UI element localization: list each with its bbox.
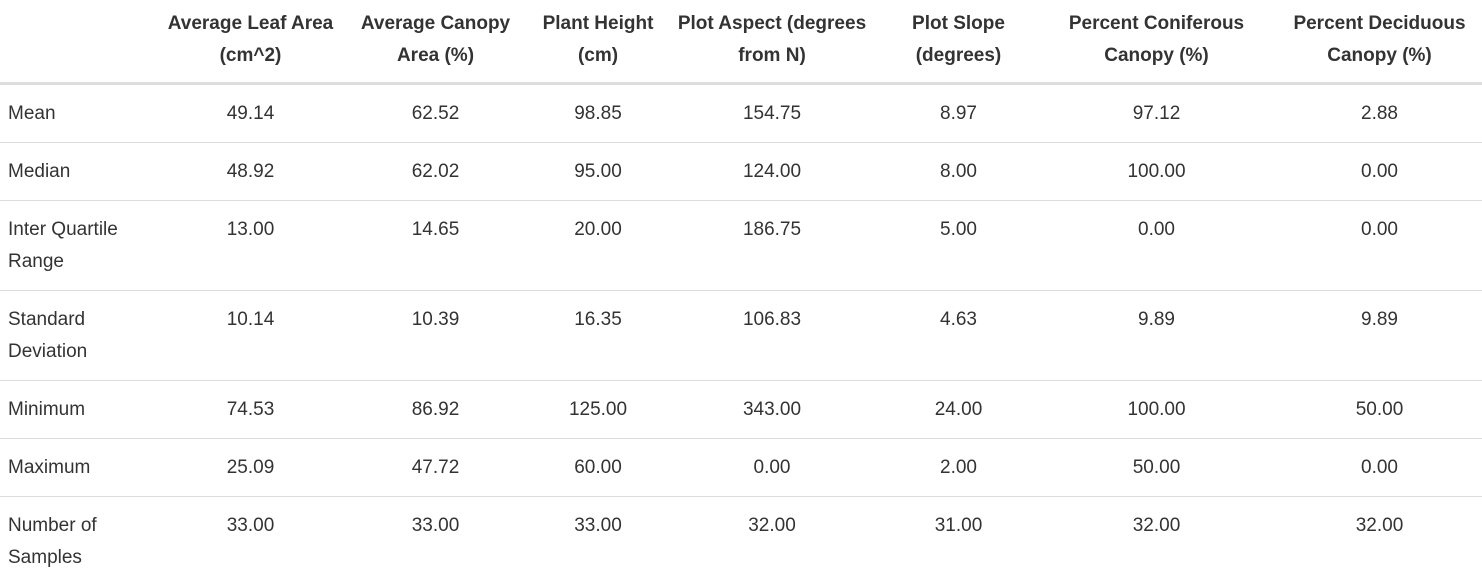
- header-corner: [0, 0, 163, 84]
- header-row: Average Leaf Area (cm^2) Average Canopy …: [0, 0, 1482, 84]
- table-cell: 50.00: [1036, 439, 1277, 497]
- table-cell: 100.00: [1036, 143, 1277, 201]
- table-cell: 31.00: [881, 497, 1036, 586]
- table-cell: 48.92: [163, 143, 338, 201]
- table-cell: 124.00: [663, 143, 881, 201]
- table-cell: 0.00: [1036, 201, 1277, 291]
- table-cell: 0.00: [1277, 143, 1482, 201]
- table-cell: 106.83: [663, 291, 881, 381]
- table-cell: 100.00: [1036, 381, 1277, 439]
- table-cell: 10.14: [163, 291, 338, 381]
- row-label: Minimum: [0, 381, 163, 439]
- table-cell: 14.65: [338, 201, 533, 291]
- table-cell: 33.00: [163, 497, 338, 586]
- table-row: Inter Quartile Range 13.00 14.65 20.00 1…: [0, 201, 1482, 291]
- table-cell: 5.00: [881, 201, 1036, 291]
- table-cell: 0.00: [1277, 439, 1482, 497]
- header-average-canopy-area: Average Canopy Area (%): [338, 0, 533, 84]
- table-cell: 49.14: [163, 84, 338, 143]
- row-label: Mean: [0, 84, 163, 143]
- table-cell: 62.52: [338, 84, 533, 143]
- header-average-leaf-area: Average Leaf Area (cm^2): [163, 0, 338, 84]
- header-percent-deciduous-canopy: Percent Deciduous Canopy (%): [1277, 0, 1482, 84]
- table-cell: 154.75: [663, 84, 881, 143]
- table-cell: 13.00: [163, 201, 338, 291]
- header-plant-height: Plant Height (cm): [533, 0, 663, 84]
- table-cell: 86.92: [338, 381, 533, 439]
- row-label: Median: [0, 143, 163, 201]
- table-cell: 9.89: [1277, 291, 1482, 381]
- table-cell: 98.85: [533, 84, 663, 143]
- table-cell: 2.00: [881, 439, 1036, 497]
- table-cell: 32.00: [663, 497, 881, 586]
- table-cell: 10.39: [338, 291, 533, 381]
- table-cell: 74.53: [163, 381, 338, 439]
- table-cell: 2.88: [1277, 84, 1482, 143]
- table-cell: 8.00: [881, 143, 1036, 201]
- table-cell: 0.00: [1277, 201, 1482, 291]
- table-cell: 95.00: [533, 143, 663, 201]
- table-cell: 62.02: [338, 143, 533, 201]
- table-cell: 186.75: [663, 201, 881, 291]
- table-cell: 343.00: [663, 381, 881, 439]
- table-header: Average Leaf Area (cm^2) Average Canopy …: [0, 0, 1482, 84]
- table-row: Number of Samples 33.00 33.00 33.00 32.0…: [0, 497, 1482, 586]
- table-cell: 50.00: [1277, 381, 1482, 439]
- table-body: Mean 49.14 62.52 98.85 154.75 8.97 97.12…: [0, 84, 1482, 586]
- table-cell: 16.35: [533, 291, 663, 381]
- table-cell: 8.97: [881, 84, 1036, 143]
- table-cell: 0.00: [663, 439, 881, 497]
- table-cell: 33.00: [338, 497, 533, 586]
- row-label: Inter Quartile Range: [0, 201, 163, 291]
- header-percent-coniferous-canopy: Percent Coniferous Canopy (%): [1036, 0, 1277, 84]
- table-cell: 9.89: [1036, 291, 1277, 381]
- row-label: Maximum: [0, 439, 163, 497]
- table-cell: 4.63: [881, 291, 1036, 381]
- header-plot-slope: Plot Slope (degrees): [881, 0, 1036, 84]
- table-row: Maximum 25.09 47.72 60.00 0.00 2.00 50.0…: [0, 439, 1482, 497]
- row-label: Number of Samples: [0, 497, 163, 586]
- table-row: Minimum 74.53 86.92 125.00 343.00 24.00 …: [0, 381, 1482, 439]
- table-cell: 125.00: [533, 381, 663, 439]
- table-cell: 97.12: [1036, 84, 1277, 143]
- table-row: Standard Deviation 10.14 10.39 16.35 106…: [0, 291, 1482, 381]
- table-cell: 25.09: [163, 439, 338, 497]
- table-cell: 33.00: [533, 497, 663, 586]
- table-cell: 32.00: [1277, 497, 1482, 586]
- table-cell: 20.00: [533, 201, 663, 291]
- table-cell: 47.72: [338, 439, 533, 497]
- header-plot-aspect: Plot Aspect (degrees from N): [663, 0, 881, 84]
- row-label: Standard Deviation: [0, 291, 163, 381]
- table-cell: 60.00: [533, 439, 663, 497]
- table-row: Median 48.92 62.02 95.00 124.00 8.00 100…: [0, 143, 1482, 201]
- table-row: Mean 49.14 62.52 98.85 154.75 8.97 97.12…: [0, 84, 1482, 143]
- table-cell: 32.00: [1036, 497, 1277, 586]
- table-cell: 24.00: [881, 381, 1036, 439]
